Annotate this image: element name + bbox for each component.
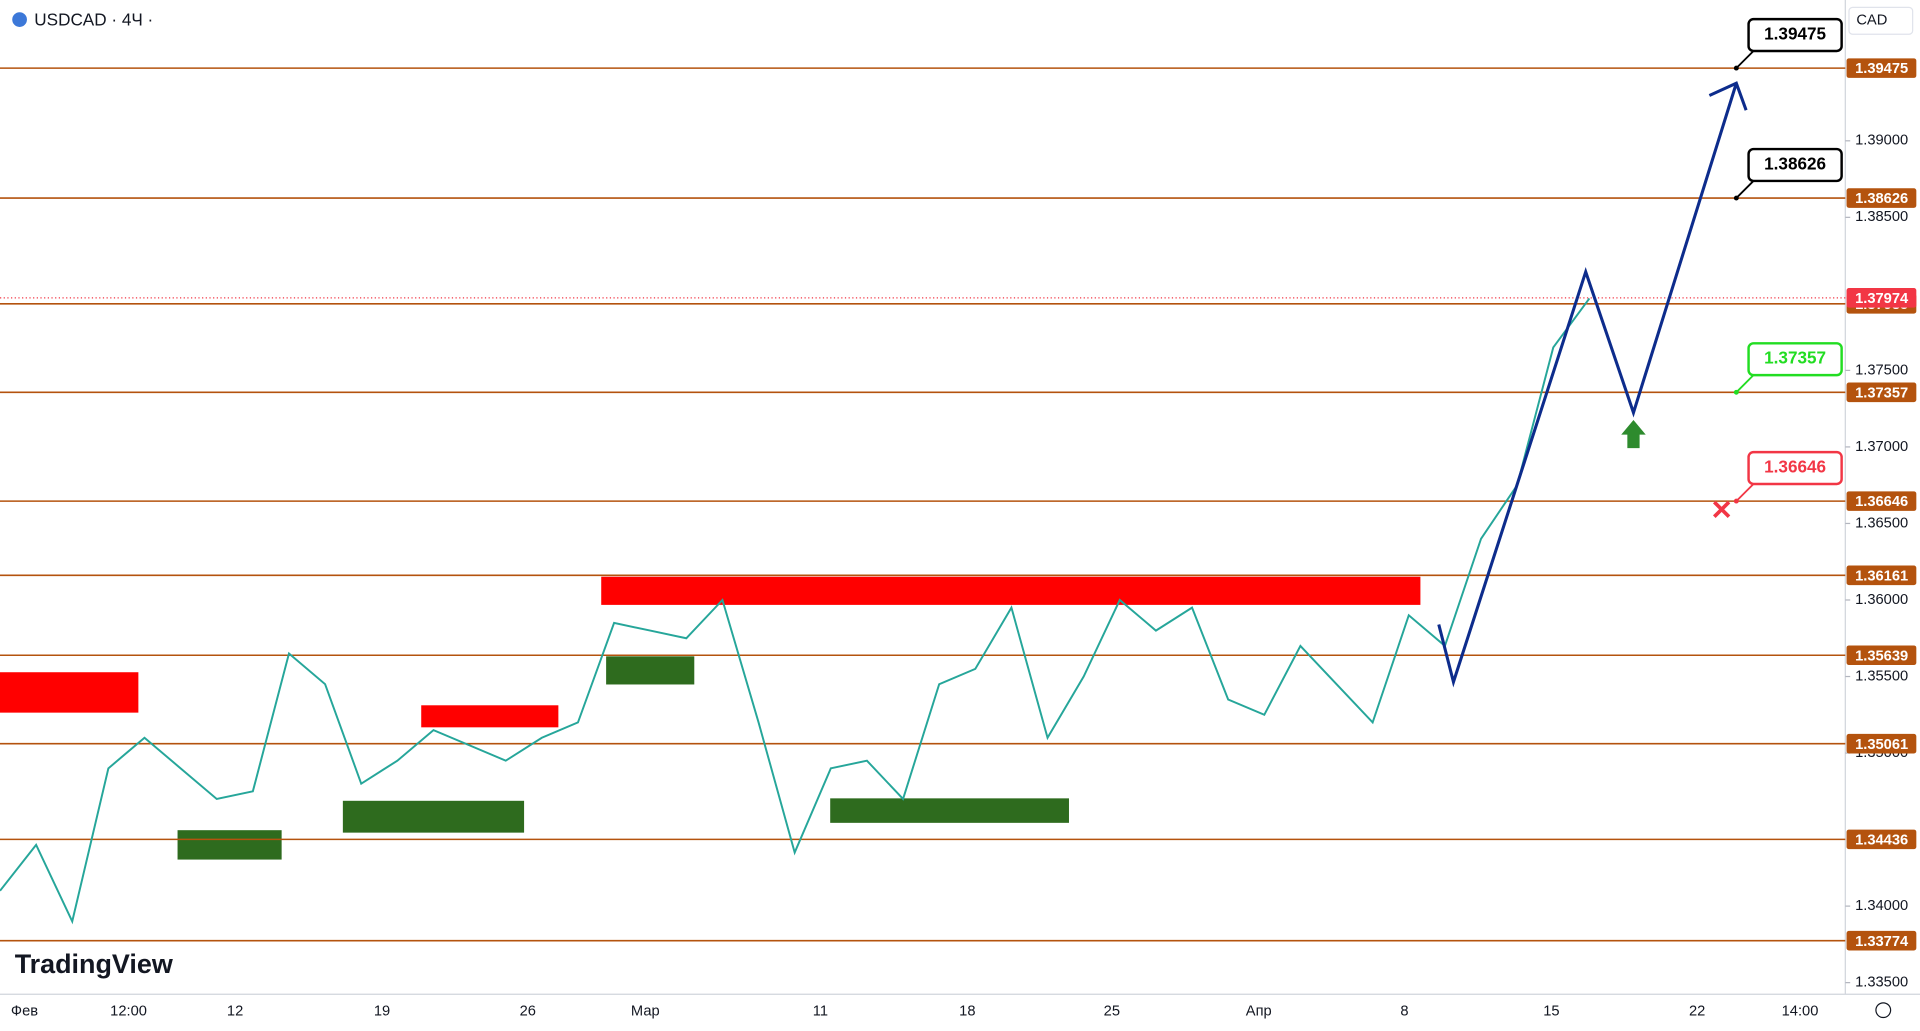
zone — [606, 656, 695, 685]
currency[interactable]: CAD — [1856, 13, 1887, 29]
arrow-head — [1708, 81, 1748, 111]
x-tick-label: 25 — [1104, 1003, 1120, 1019]
callout-box — [1747, 342, 1843, 377]
level-label-box — [1846, 930, 1917, 951]
x-tick-label: 12 — [227, 1003, 243, 1019]
symbol[interactable]: USDCAD · 4Ч · — [34, 9, 153, 29]
price-line — [0, 297, 1591, 925]
x-tick-label: 18 — [959, 1003, 975, 1019]
level-label: 1.34436 — [1855, 832, 1908, 848]
current-price-label: 1.37974 — [1855, 291, 1909, 307]
zone — [177, 830, 282, 860]
x-tick-label: Фев — [11, 1003, 38, 1019]
y-tick-label: 1.34000 — [1855, 898, 1908, 914]
level-label-box — [1846, 491, 1917, 511]
callout-leader — [1735, 374, 1755, 393]
level-label-box — [1846, 565, 1917, 586]
stop-mark — [1712, 500, 1731, 519]
level-label: 1.37357 — [1855, 385, 1908, 401]
callout-label: 1.36646 — [1764, 457, 1826, 477]
level-label-box — [1846, 645, 1917, 666]
y-tick-label: 1.35500 — [1855, 668, 1908, 684]
x-tick-label: 14:00 — [1782, 1003, 1819, 1019]
level-label: 1.39475 — [1855, 61, 1908, 77]
y-tick-label: 1.38500 — [1855, 209, 1908, 225]
x-tick-label: 12:00 — [110, 1003, 147, 1019]
callout-label: 1.37357 — [1764, 348, 1826, 368]
y-tick-label: 1.37500 — [1855, 362, 1908, 378]
x-tick-label: 11 — [813, 1003, 828, 1019]
current-price-box — [1846, 288, 1917, 308]
x-tick-label: Мар — [631, 1003, 660, 1019]
callout-box — [1747, 147, 1843, 183]
level-label-box — [1846, 829, 1917, 850]
callout-label: 1.38626 — [1764, 154, 1826, 174]
projection — [1437, 82, 1738, 688]
level-label: 1.36646 — [1855, 494, 1908, 510]
currency-button[interactable] — [1848, 6, 1914, 35]
settings-icon[interactable] — [1875, 1002, 1892, 1019]
level-label: 1.35061 — [1855, 737, 1908, 753]
level-label: 1.35639 — [1855, 648, 1908, 664]
x-tick-label: 26 — [520, 1003, 536, 1019]
x-tick-label: 8 — [1400, 1003, 1408, 1019]
y-tick-label: 1.37000 — [1855, 439, 1908, 455]
logo[interactable]: TradingView — [15, 949, 173, 979]
zone — [830, 798, 1069, 823]
level-label-box — [1846, 382, 1917, 403]
zone — [0, 672, 139, 713]
plot: 1.39475 1.38626 1.37357 1.36646 — [0, 17, 1851, 984]
zone — [421, 705, 559, 728]
x-tick-label: 19 — [374, 1003, 390, 1019]
y-tick-label: 1.36500 — [1855, 515, 1908, 531]
x-tick-label: 22 — [1689, 1003, 1705, 1019]
level-label: 1.33774 — [1855, 934, 1909, 950]
level-label-box — [1846, 188, 1917, 208]
callout-leader — [1735, 483, 1755, 502]
callout-leader — [1735, 50, 1755, 69]
flag-icon — [12, 12, 27, 27]
y-tick-label: 1.33500 — [1855, 975, 1908, 991]
zone — [342, 800, 525, 833]
level-label-box — [1846, 58, 1917, 78]
zone — [601, 576, 1421, 605]
x-tick-label: 15 — [1543, 1003, 1559, 1019]
callout-label: 1.39475 — [1764, 24, 1826, 44]
callout-leader — [1735, 180, 1755, 199]
y-tick-label: 1.39000 — [1855, 133, 1908, 149]
level-label-box — [1846, 733, 1917, 754]
level-label: 1.38626 — [1855, 191, 1908, 207]
buy-arrow — [1621, 419, 1646, 449]
y-tick-label: 1.36000 — [1855, 592, 1908, 608]
level-label: 1.36161 — [1855, 568, 1908, 584]
callout-box — [1747, 450, 1843, 486]
callout-box — [1747, 17, 1843, 53]
x-tick-label: Апр — [1246, 1003, 1272, 1019]
